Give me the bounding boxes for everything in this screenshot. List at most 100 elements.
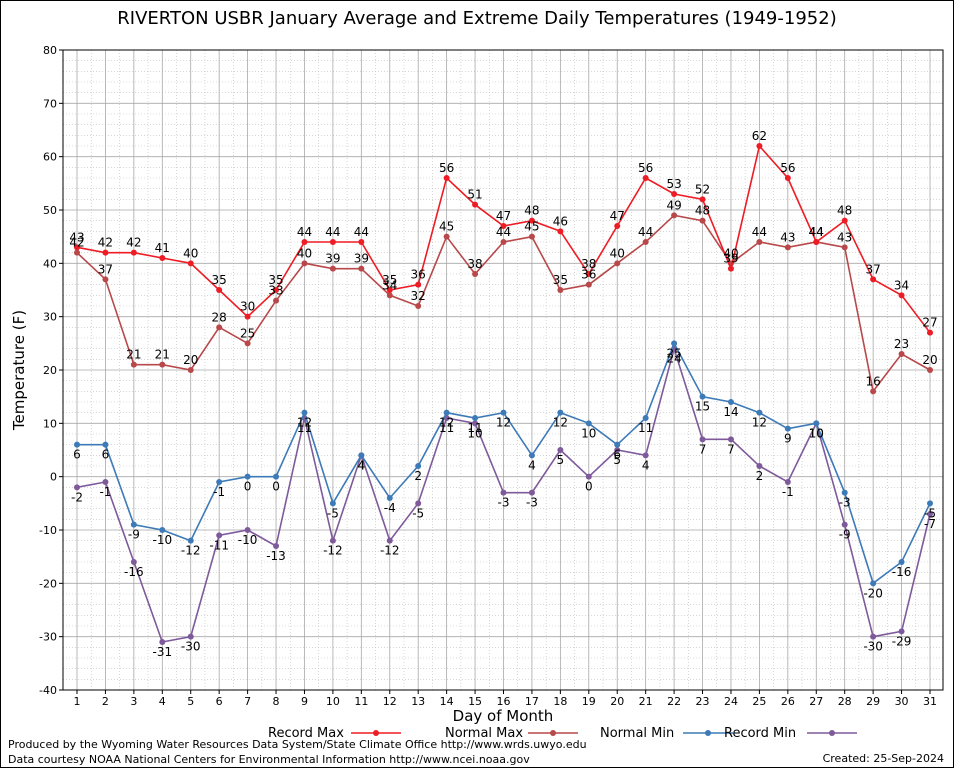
normal-min-point bbox=[870, 580, 877, 587]
normal-min-point bbox=[784, 425, 791, 432]
record-min-data-label: -1 bbox=[99, 485, 111, 499]
normal-min-data-label: 2 bbox=[414, 469, 422, 483]
record-min-point bbox=[585, 473, 592, 480]
y-axis-label: Temperature (F) bbox=[10, 310, 28, 431]
x-tick-label: 27 bbox=[809, 695, 823, 708]
credits: Produced by the Wyoming Water Resources … bbox=[8, 737, 587, 767]
normal-min-data-label: 0 bbox=[272, 480, 280, 494]
record-min-data-label: -12 bbox=[323, 544, 343, 558]
x-tick-label: 10 bbox=[326, 695, 340, 708]
y-tick-label: 20 bbox=[43, 364, 57, 377]
credit-line-1: Produced by the Wyoming Water Resources … bbox=[8, 738, 587, 751]
record-max-data-label: 38 bbox=[581, 257, 596, 271]
record-max-point bbox=[74, 244, 80, 251]
normal-min-data-label: 10 bbox=[809, 426, 824, 440]
normal-max-data-label: 21 bbox=[155, 348, 170, 362]
record-max-point bbox=[642, 175, 649, 181]
credit-line-2: Data courtesy NOAA National Centers for … bbox=[8, 753, 530, 766]
record-min-point bbox=[500, 489, 507, 496]
record-min-data-label: 4 bbox=[358, 458, 366, 472]
x-tick-label: 1 bbox=[74, 695, 81, 708]
record-max-point bbox=[159, 255, 166, 261]
record-max-point bbox=[472, 201, 479, 208]
record-min-point bbox=[187, 633, 194, 640]
record-max-point bbox=[187, 260, 194, 267]
legend-label-record-min: Record Min bbox=[724, 726, 796, 741]
x-tick-label: 15 bbox=[468, 695, 482, 708]
normal-min-point bbox=[443, 409, 450, 416]
record-max-data-label: 47 bbox=[610, 209, 625, 223]
y-tick-label: 70 bbox=[43, 97, 57, 110]
normal-min-data-label: 6 bbox=[102, 448, 110, 462]
record-max-data-label: 30 bbox=[240, 300, 255, 314]
y-tick-label: -10 bbox=[39, 524, 57, 537]
record-max-point bbox=[273, 287, 280, 293]
record-max-point bbox=[841, 217, 848, 224]
record-min-data-label: 7 bbox=[699, 442, 707, 456]
x-tick-label: 2 bbox=[102, 695, 109, 708]
normal-max-point bbox=[329, 265, 336, 272]
record-max-data-label: 35 bbox=[212, 273, 227, 287]
record-min-point bbox=[74, 484, 80, 491]
normal-min-data-label: 15 bbox=[695, 400, 710, 414]
normal-max-point bbox=[699, 217, 706, 224]
record-max-data-label: 35 bbox=[268, 273, 283, 287]
record-max-data-label: 44 bbox=[297, 225, 312, 239]
normal-min-data-label: 0 bbox=[244, 480, 252, 494]
normal-min-data-label: -20 bbox=[863, 586, 883, 600]
x-tick-label: 7 bbox=[244, 695, 251, 708]
normal-min-point bbox=[472, 415, 479, 421]
record-min-data-label: -7 bbox=[924, 517, 936, 531]
normal-min-point bbox=[244, 473, 251, 480]
record-max-data-label: 48 bbox=[524, 204, 539, 218]
normal-max-point bbox=[443, 233, 450, 240]
record-min-point bbox=[386, 537, 393, 544]
record-max-point bbox=[727, 265, 734, 272]
record-max-point bbox=[216, 287, 223, 293]
normal-max-data-label: 44 bbox=[638, 225, 653, 239]
normal-max-point bbox=[415, 303, 422, 309]
record-max-data-label: 46 bbox=[553, 214, 568, 228]
record-max-data-label: 37 bbox=[865, 262, 880, 276]
normal-max-data-label: 33 bbox=[268, 284, 283, 298]
normal-max-point bbox=[159, 361, 166, 368]
record-max-point bbox=[557, 228, 564, 235]
record-min-point bbox=[528, 489, 535, 496]
normal-max-point bbox=[74, 249, 80, 256]
record-min-data-label: 0 bbox=[585, 480, 593, 494]
record-min-point bbox=[216, 532, 223, 539]
x-tick-label: 18 bbox=[553, 695, 567, 708]
normal-min-data-label: -16 bbox=[892, 565, 912, 579]
record-max-point bbox=[301, 239, 308, 245]
normal-min-point bbox=[74, 441, 80, 448]
record-min-data-label: 5 bbox=[613, 453, 621, 467]
normal-max-data-label: 34 bbox=[382, 278, 397, 292]
record-min-data-label: 4 bbox=[642, 458, 650, 472]
normal-min-point bbox=[187, 537, 194, 544]
normal-max-point bbox=[216, 324, 223, 331]
normal-max-point bbox=[756, 239, 763, 245]
normal-min-data-label: -10 bbox=[152, 533, 172, 547]
normal-min-point bbox=[301, 409, 308, 416]
x-tick-label: 13 bbox=[411, 695, 425, 708]
normal-max-data-label: 28 bbox=[212, 310, 227, 324]
grid bbox=[63, 49, 943, 691]
normal-max-point bbox=[585, 281, 592, 288]
record-max-point bbox=[443, 175, 450, 181]
normal-min-point bbox=[813, 420, 820, 427]
normal-max-data-label: 39 bbox=[325, 252, 340, 266]
record-min-data-label: 2 bbox=[756, 469, 764, 483]
normal-min-point bbox=[273, 473, 280, 480]
normal-min-data-label: -5 bbox=[924, 506, 936, 520]
record-min-point bbox=[699, 436, 706, 443]
record-max-data-label: 56 bbox=[439, 161, 454, 175]
record-max-data-label: 36 bbox=[411, 268, 426, 282]
record-max-data-label: 40 bbox=[183, 246, 198, 260]
record-max-data-label: 42 bbox=[126, 236, 141, 250]
normal-max-point bbox=[671, 212, 678, 219]
x-axis-label: Day of Month bbox=[453, 707, 554, 725]
legend-label-record-max: Record Max bbox=[268, 726, 344, 741]
x-tick-label: 17 bbox=[525, 695, 539, 708]
